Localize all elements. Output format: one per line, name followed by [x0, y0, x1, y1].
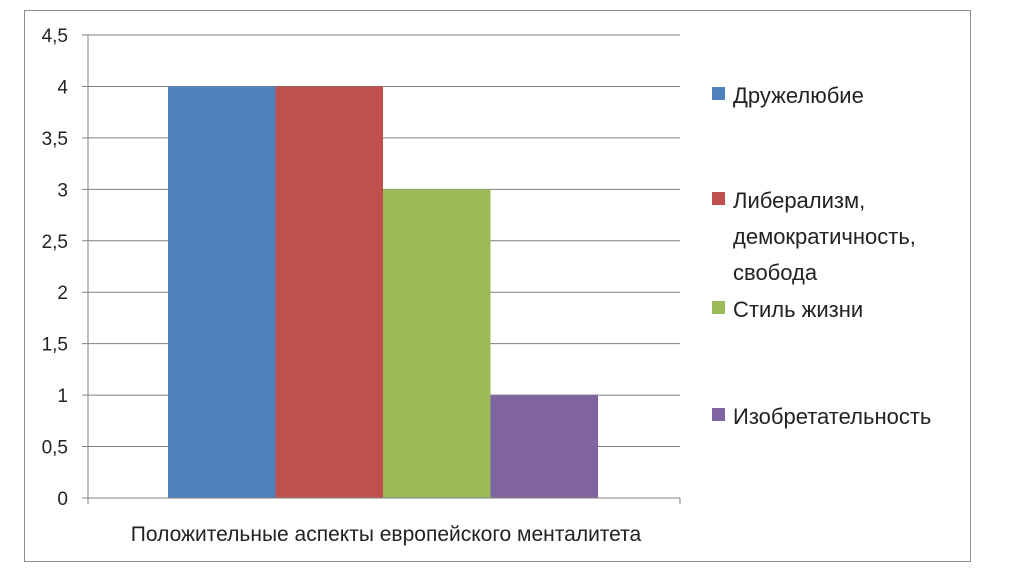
legend-label-2: Либерализм, демократичность, свобода	[733, 188, 916, 285]
axes	[87, 35, 681, 504]
legend-label-3: Стиль жизни	[733, 297, 864, 322]
legend-item-1: Дружелюбие	[712, 78, 973, 114]
legend-label-1: Дружелюбие	[733, 83, 864, 108]
bar-4	[490, 395, 598, 498]
legend-swatch-4	[712, 408, 725, 421]
bar-1	[168, 86, 276, 498]
bar-2	[275, 86, 383, 498]
bars	[168, 86, 598, 499]
y-tick-label: 0	[57, 489, 68, 510]
y-tick-label: 4,5	[42, 26, 68, 47]
legend-swatch-2	[712, 192, 725, 205]
legend-swatch-1	[712, 87, 725, 100]
y-tick-label: 2,5	[42, 232, 68, 253]
legend-item-2: Либерализм, демократичность, свобода	[712, 183, 973, 291]
y-tick-label: 4	[57, 77, 68, 98]
y-tick-labels: 0 0,5 1 1,5 2 2,5 3 3,5 4 4,5	[42, 26, 88, 510]
y-tick-label: 0,5	[42, 438, 68, 459]
legend-swatch-3	[712, 301, 725, 314]
legend-item-4: Изобретательность	[712, 399, 973, 435]
y-tick-label: 2	[57, 283, 68, 304]
bar-3	[383, 189, 491, 499]
y-tick-label: 3	[57, 180, 68, 201]
legend-label-4: Изобретательность	[733, 404, 932, 429]
y-tick-label: 1	[57, 386, 68, 407]
legend: Дружелюбие Либерализм, демократичность, …	[712, 70, 982, 450]
x-category-label: Положительные аспекты европейского мента…	[131, 523, 642, 546]
y-tick-label: 3,5	[42, 129, 68, 150]
legend-item-3: Стиль жизни	[712, 292, 973, 328]
y-tick-label: 1,5	[42, 335, 68, 356]
